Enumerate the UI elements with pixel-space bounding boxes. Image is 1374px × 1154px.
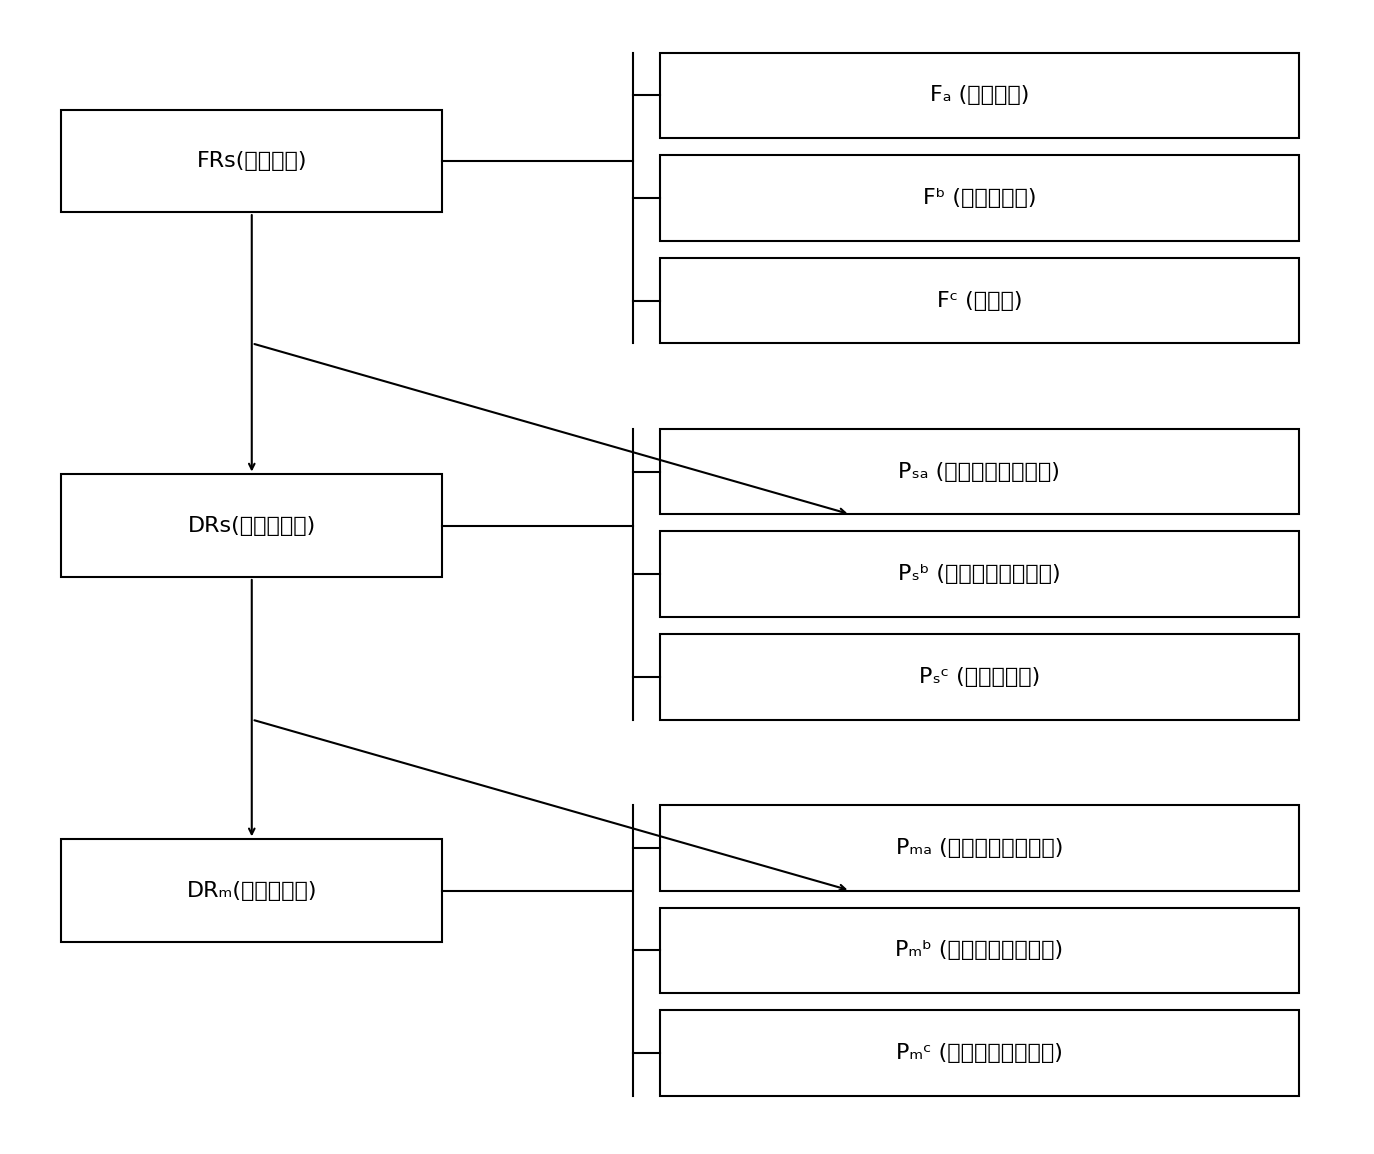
FancyBboxPatch shape [660, 634, 1298, 719]
Text: Fₐ (切削效率): Fₐ (切削效率) [930, 85, 1029, 105]
Text: Pₘₐ (高效切削刀具材料): Pₘₐ (高效切削刀具材料) [896, 838, 1063, 857]
Text: FRs(服役行为): FRs(服役行为) [196, 151, 306, 171]
FancyBboxPatch shape [62, 839, 442, 942]
Text: DRs(铣刀结构域): DRs(铣刀结构域) [188, 516, 316, 535]
FancyBboxPatch shape [62, 110, 442, 212]
FancyBboxPatch shape [660, 429, 1298, 515]
FancyBboxPatch shape [660, 908, 1298, 994]
Text: Pₘᵇ (稳定切削刀具材料): Pₘᵇ (稳定切削刀具材料) [896, 941, 1063, 960]
FancyBboxPatch shape [660, 257, 1298, 343]
FancyBboxPatch shape [660, 805, 1298, 891]
Text: Pₛₐ (高效切削刀具结构): Pₛₐ (高效切削刀具结构) [899, 462, 1061, 481]
FancyBboxPatch shape [660, 155, 1298, 241]
FancyBboxPatch shape [660, 531, 1298, 617]
Text: Pₛᶜ (安全性结构): Pₛᶜ (安全性结构) [919, 667, 1040, 687]
FancyBboxPatch shape [62, 474, 442, 577]
Text: Pₛᵇ (稳定切削刀具结构): Pₛᵇ (稳定切削刀具结构) [899, 564, 1061, 584]
Text: Fᶜ (安全性): Fᶜ (安全性) [937, 291, 1022, 310]
Text: Pₘᶜ (安全切削刀具材料): Pₘᶜ (安全切削刀具材料) [896, 1043, 1063, 1063]
FancyBboxPatch shape [660, 1010, 1298, 1096]
Text: Fᵇ (切削稳定性): Fᵇ (切削稳定性) [923, 188, 1036, 208]
FancyBboxPatch shape [660, 53, 1298, 138]
Text: DRₘ(铣刀材料域): DRₘ(铣刀材料域) [187, 881, 317, 900]
